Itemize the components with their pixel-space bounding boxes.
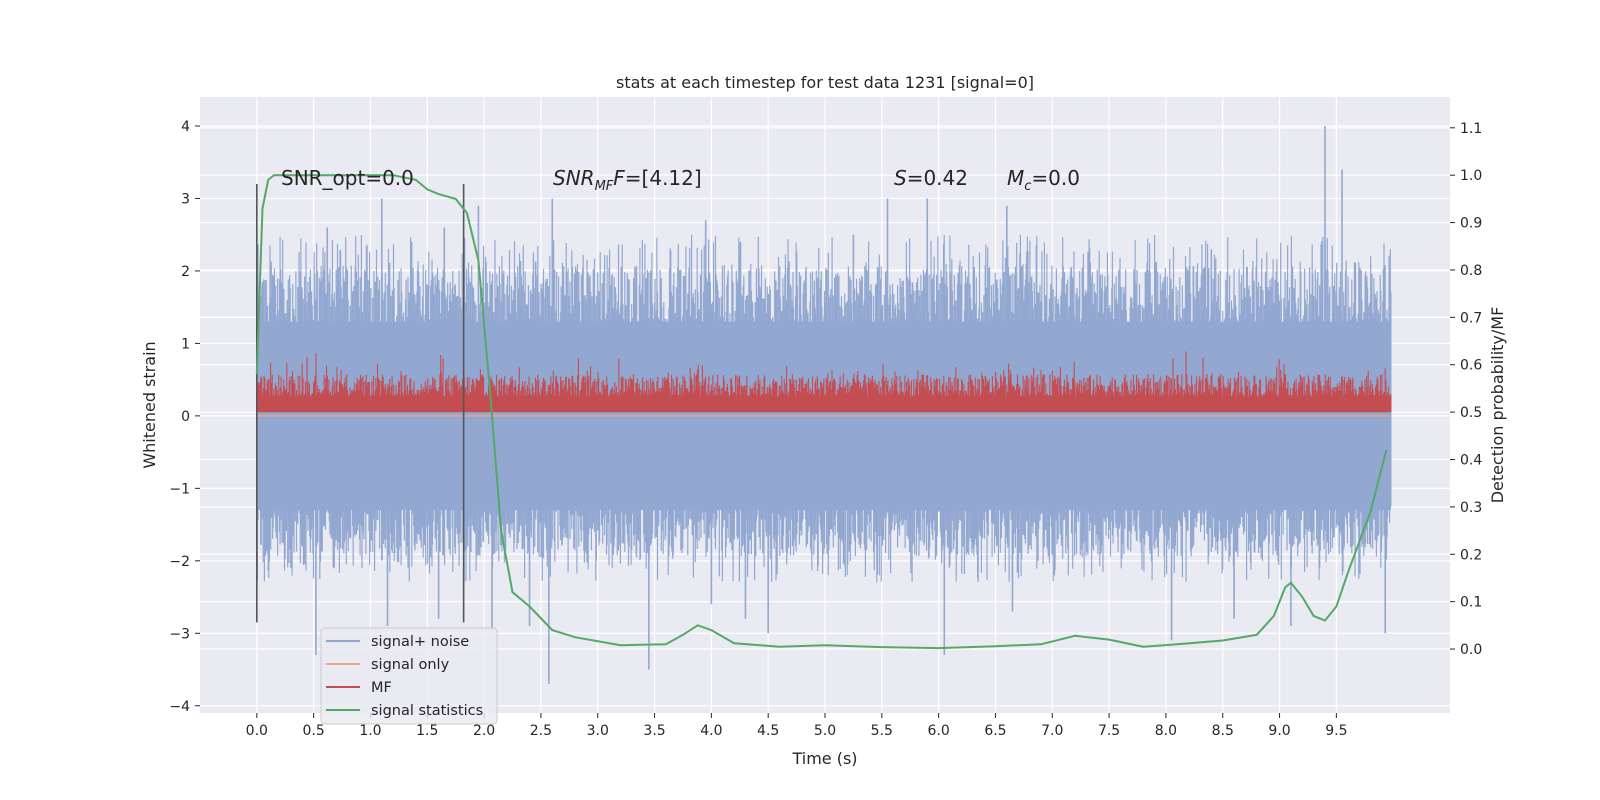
annotation-mc-base: M [1007,166,1024,190]
y-tick-label: 2 [181,264,190,280]
annotation-snr-mf-f: F [613,166,625,190]
annotation-snr-mf-base: SNR [553,166,595,190]
y2-tick-label: 0.3 [1460,500,1482,516]
x-tick-label: 8.0 [1155,723,1177,739]
y-tick-label: 0 [181,409,190,425]
annotation-s: S=0.42 [894,166,968,190]
annotation-snr-mf-sub: MF [595,179,614,194]
y-tick-label: 1 [181,336,190,352]
x-tick-label: 4.5 [757,723,779,739]
x-tick-label: 9.5 [1325,723,1347,739]
x-tick-label: 5.5 [871,723,893,739]
y2-tick-label: 0.7 [1460,310,1482,326]
legend-item-signal-statistics: signal statistics [326,703,483,719]
x-tick-label: 4.0 [700,723,722,739]
x-tick-label: 1.5 [416,723,438,739]
x-tick-label: 1.0 [359,723,381,739]
x-axis-label: Time (s) [791,749,857,768]
x-tick-label: 3.0 [587,723,609,739]
y-tick-label: −2 [169,554,190,570]
x-tick-label: 0.0 [246,723,268,739]
x-tick-label: 3.5 [643,723,665,739]
mf-core [256,395,1391,413]
y2-tick-label: 0.6 [1460,358,1482,374]
legend-label-signal-only: signal only [371,657,450,673]
y2-tick-label: 1.0 [1460,168,1482,184]
annotation-mc: Mc=0.0 [1007,166,1080,194]
annotation-s-value: =0.42 [907,166,968,190]
annotation-s-symbol: S [894,166,907,190]
y2-tick-label: 0.9 [1460,216,1482,232]
x-tick-label: 2.0 [473,723,495,739]
legend-label-mf: MF [371,680,392,696]
legend-label-signal-noise: signal+ noise [371,634,469,650]
annotation-snr-mf: SNRMFF=[4.12] [553,166,702,194]
vertical-markers [256,183,465,623]
y2-tick-label: 0.4 [1460,452,1482,468]
legend-item-signal-only: signal only [326,657,450,673]
x-tick-label: 7.0 [1041,723,1063,739]
y2-tick-label: 0.2 [1460,547,1482,563]
signal-statistics-series [255,174,1388,650]
y-axis-label: Whitened strain [140,341,159,468]
tick-labels: 0.0 0.5 1.0 1.5 2.0 2.5 3.0 3.5 4.0 4.5 5.0 5.5 6.0 6… [169,119,1482,739]
x-tick-label: 2.5 [530,723,552,739]
legend: signal+ noise signal only MF signal stat… [320,627,498,725]
x-tick-label: 9.0 [1268,723,1290,739]
y-tick-label: 4 [181,119,190,135]
annotation-mc-value: =0.0 [1031,166,1080,190]
y2-tick-label: 0.1 [1460,595,1482,611]
x-tick-label: 6.5 [984,723,1006,739]
y-tick-label: −1 [169,481,190,497]
y2-tick-label: 0.0 [1460,642,1482,658]
y2-tick-label: 0.5 [1460,405,1482,421]
chart-title: stats at each timestep for test data 123… [616,73,1034,92]
x-tick-label: 6.0 [928,723,950,739]
x-tick-label: 0.5 [303,723,325,739]
legend-box [320,627,498,725]
y2-tick-label: 0.8 [1460,263,1482,279]
signal-statistics-line [255,174,1388,650]
annotation-snr-opt: SNR_opt=0.0 [281,166,414,190]
annotation-mc-sub: c [1024,179,1031,194]
x-tick-label: 8.5 [1212,723,1234,739]
legend-item-mf: MF [326,680,392,696]
y2-axis-label: Detection probability/MF [1488,307,1507,504]
x-tick-label: 5.0 [814,723,836,739]
annotation-snr-mf-value: =[4.12] [625,166,702,190]
legend-label-signal-statistics: signal statistics [371,703,483,719]
y-tick-label: −4 [169,699,190,715]
x-tick-label: 7.5 [1098,723,1120,739]
y-tick-label: 3 [181,191,190,207]
y-tick-label: −3 [169,626,190,642]
y2-tick-label: 1.1 [1460,121,1482,137]
mf-series [256,351,1392,413]
legend-item-signal-noise: signal+ noise [326,634,469,650]
